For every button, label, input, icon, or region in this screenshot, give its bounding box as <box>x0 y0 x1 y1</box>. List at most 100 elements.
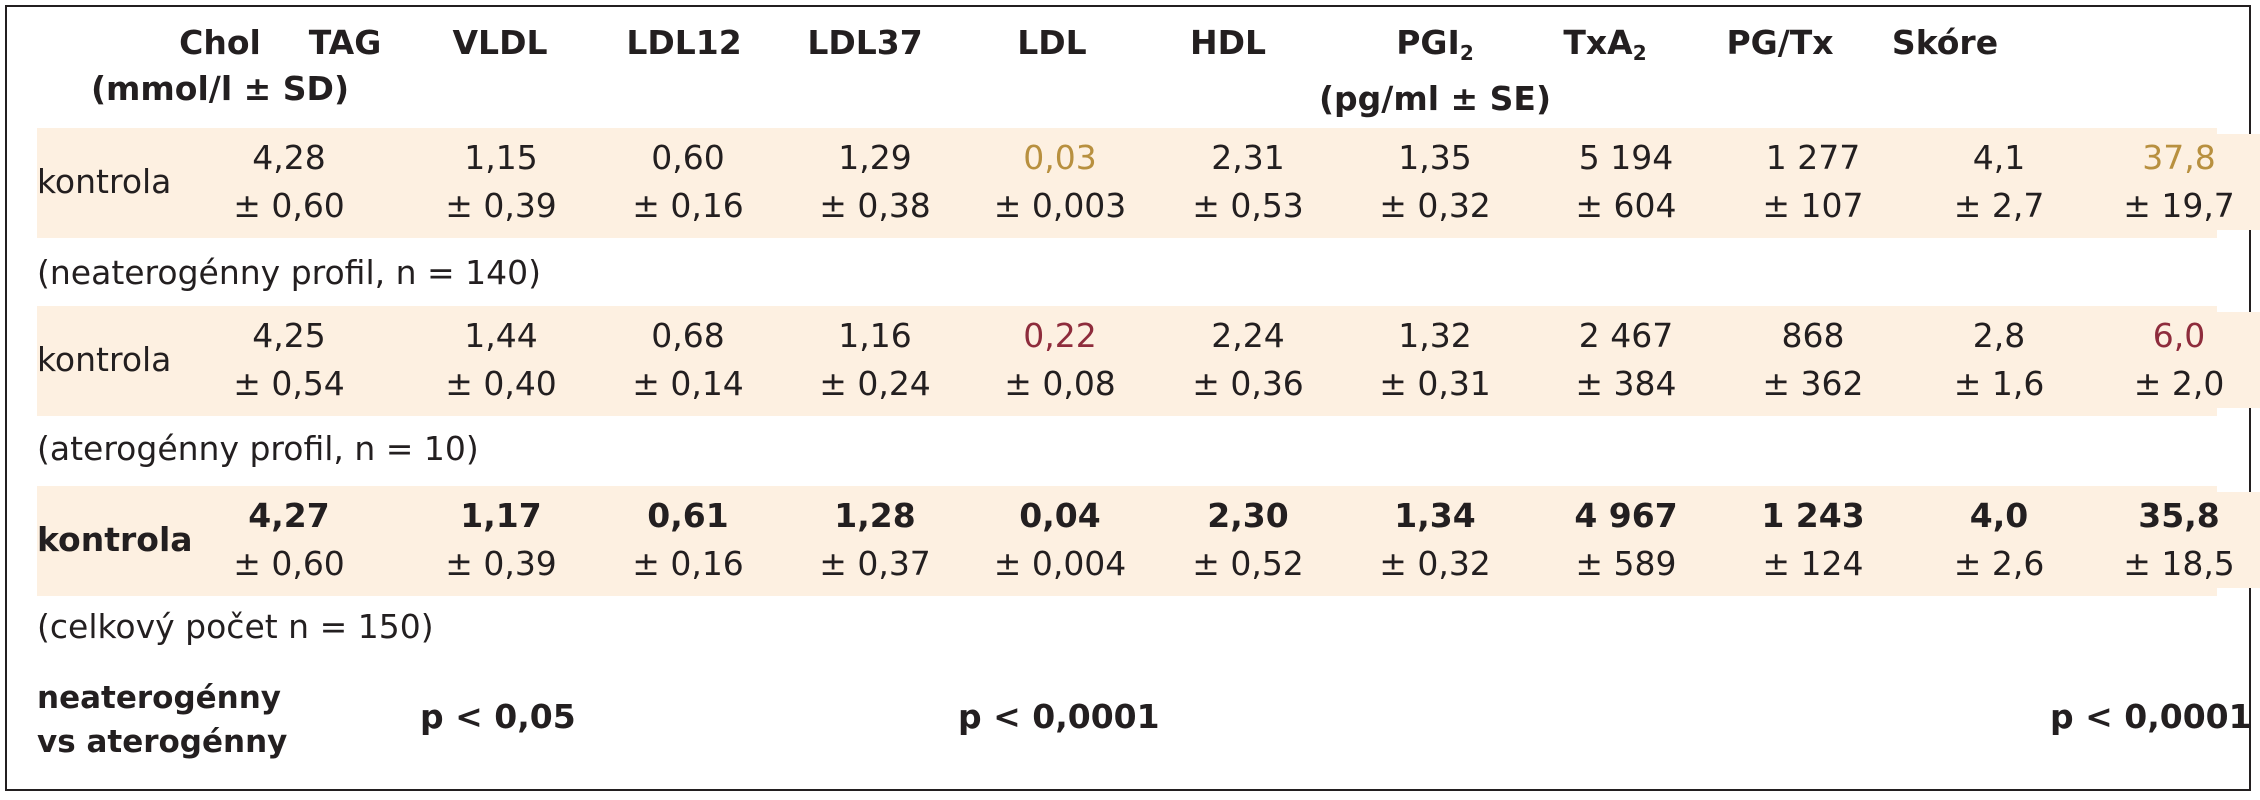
header-label: PG/Tx <box>1726 23 1834 62</box>
cell-error: ± 0,53 <box>1192 186 1304 225</box>
table-cell: 0,04 ± 0,004 <box>969 492 1151 588</box>
cell-error: ± 0,32 <box>1379 186 1491 225</box>
cell-value: 2,8 <box>1972 316 2026 355</box>
header-label: LDL <box>1017 23 1087 62</box>
cell-error: ± 0,32 <box>1379 544 1491 583</box>
cell-error: ± 2,7 <box>1953 186 2045 225</box>
comparison-line1: neaterogénny <box>37 680 282 716</box>
cell-error: ± 0,54 <box>233 364 345 403</box>
header-label: TAG <box>308 23 382 62</box>
table-cell: 4,28 ± 0,60 <box>198 134 380 230</box>
cell-error: ± 0,39 <box>445 544 557 583</box>
table-cell: 1,17 ± 0,39 <box>410 492 592 588</box>
row-label: kontrola <box>37 162 172 201</box>
comparison-label: neaterogénny vs aterogénny <box>37 676 287 764</box>
group-note: (aterogénny profil, n = 10) <box>37 429 479 468</box>
header-label: LDL37 <box>807 23 923 62</box>
cell-value: 6,0 <box>2152 316 2206 355</box>
cell-value: 4 967 <box>1574 496 1678 535</box>
cell-error: ± 0,31 <box>1379 364 1491 403</box>
column-header: TAG <box>215 20 475 66</box>
cell-value: 1,16 <box>838 316 912 355</box>
cell-error: ± 124 <box>1762 544 1864 583</box>
header-label: Skóre <box>1891 23 1999 62</box>
comparison-line2: vs aterogénny <box>37 724 288 760</box>
table-cell: 2 467 ± 384 <box>1535 312 1717 408</box>
row-label: kontrola <box>37 340 172 379</box>
column-header: Skóre <box>1815 20 2075 66</box>
table-cell: 0,22 ± 0,08 <box>969 312 1151 408</box>
row-label: kontrola <box>37 520 193 559</box>
table-cell: 4,27 ± 0,60 <box>198 492 380 588</box>
table-cell: 35,8 ± 18,5 <box>2088 492 2260 588</box>
cell-error: ± 18,5 <box>2123 544 2235 583</box>
table-cell: 6,0 ± 2,0 <box>2088 312 2260 408</box>
cell-value: 1 277 <box>1765 138 1861 177</box>
table-cell: 2,31 ± 0,53 <box>1157 134 1339 230</box>
cell-error: ± 0,14 <box>632 364 744 403</box>
cell-value: 2,31 <box>1211 138 1285 177</box>
cell-error: ± 2,6 <box>1953 544 2045 583</box>
header-label: PGI <box>1396 23 1460 62</box>
table-cell: 1,16 ± 0,24 <box>784 312 966 408</box>
p-value: p < 0,0001 <box>2050 697 2252 736</box>
cell-error: ± 0,003 <box>993 186 1127 225</box>
header-unit: (pg/ml ± SE) <box>1318 79 1552 118</box>
header-subscript: 2 <box>1632 41 1647 65</box>
column-header: LDL <box>922 20 1182 66</box>
table-cell: 2,30 ± 0,52 <box>1157 492 1339 588</box>
cell-value: 35,8 <box>2138 496 2220 535</box>
cell-error: ± 384 <box>1575 364 1677 403</box>
table-cell: 868 ± 362 <box>1722 312 1904 408</box>
cell-value: 37,8 <box>2142 138 2216 177</box>
cell-value: 0,60 <box>651 138 725 177</box>
header-label: VLDL <box>452 23 548 62</box>
table-cell: 37,8 ± 19,7 <box>2088 134 2260 230</box>
cell-value: 2,30 <box>1207 496 1289 535</box>
header-label: Chol <box>179 23 261 62</box>
cell-error: ± 0,38 <box>819 186 931 225</box>
table-cell: 4 967 ± 589 <box>1535 492 1717 588</box>
cell-error: ± 0,60 <box>233 544 345 583</box>
table-cell: 2,8 ± 1,6 <box>1908 312 2090 408</box>
header-label: LDL12 <box>626 23 742 62</box>
column-header: LDL37 <box>735 20 995 66</box>
cell-error: ± 0,16 <box>632 544 744 583</box>
column-header: TxA2 <box>1475 20 1735 76</box>
cell-value: 0,61 <box>647 496 729 535</box>
column-header: PGI2 (pg/ml ± SE) <box>1305 20 1565 122</box>
header-unit: (mmol/l ± SD) <box>90 69 350 108</box>
cell-value: 4,28 <box>252 138 326 177</box>
column-header: HDL <box>1098 20 1358 66</box>
header-label: TxA <box>1563 23 1633 62</box>
cell-error: ± 0,36 <box>1192 364 1304 403</box>
cell-value: 1,35 <box>1398 138 1472 177</box>
cell-error: ± 0,40 <box>445 364 557 403</box>
cell-error: ± 604 <box>1575 186 1677 225</box>
header-subscript: 2 <box>1459 41 1474 65</box>
column-header: LDL12 <box>554 20 814 66</box>
p-value: p < 0,05 <box>420 697 576 736</box>
table-cell: 1,44 ± 0,40 <box>410 312 592 408</box>
cell-error: ± 107 <box>1762 186 1864 225</box>
cell-value: 1,44 <box>464 316 538 355</box>
table-cell: 1 243 ± 124 <box>1722 492 1904 588</box>
table-cell: 0,61 ± 0,16 <box>597 492 779 588</box>
cell-error: ± 0,60 <box>233 186 345 225</box>
group-note: (celkový počet n = 150) <box>37 607 434 646</box>
group-note: (neaterogénny profil, n = 140) <box>37 253 542 292</box>
cell-value: 1 243 <box>1761 496 1865 535</box>
cell-value: 1,17 <box>460 496 542 535</box>
column-header: VLDL <box>370 20 630 66</box>
cell-error: ± 0,24 <box>819 364 931 403</box>
cell-error: ± 0,004 <box>993 544 1127 583</box>
cell-error: ± 589 <box>1575 544 1677 583</box>
cell-error: ± 0,16 <box>632 186 744 225</box>
p-value: p < 0,0001 <box>958 697 1160 736</box>
cell-value: 0,22 <box>1023 316 1097 355</box>
cell-value: 1,29 <box>838 138 912 177</box>
cell-error: ± 0,37 <box>819 544 931 583</box>
cell-error: ± 1,6 <box>1953 364 2045 403</box>
table-cell: 1,28 ± 0,37 <box>784 492 966 588</box>
table-cell: 4,0 ± 2,6 <box>1908 492 2090 588</box>
